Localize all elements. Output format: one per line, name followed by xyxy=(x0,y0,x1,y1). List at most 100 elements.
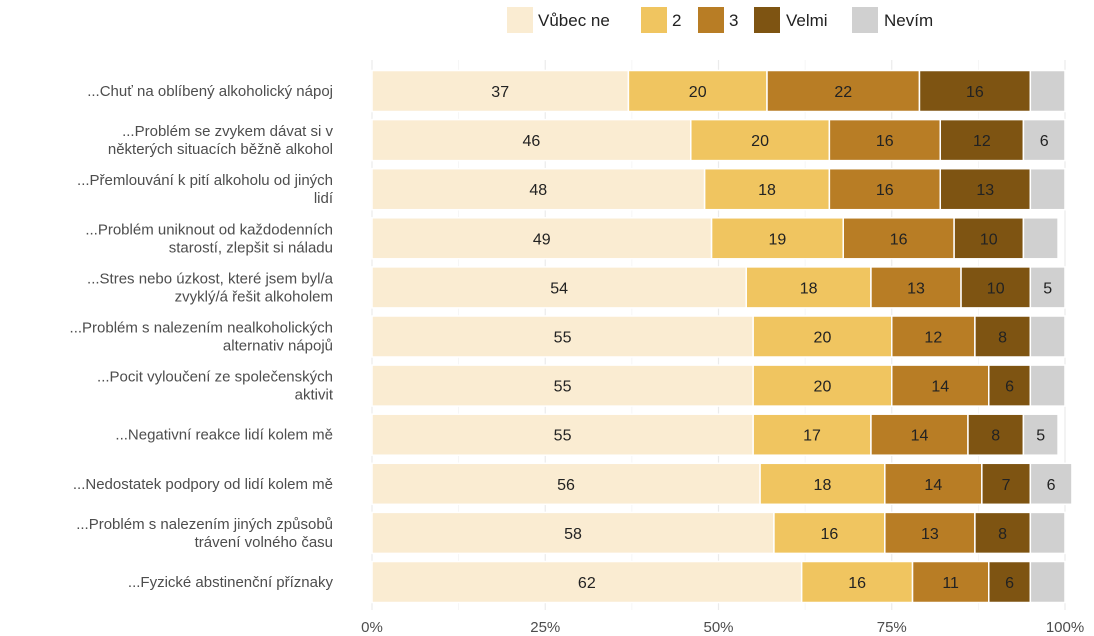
bar-segment xyxy=(960,266,1032,309)
data-label: 13 xyxy=(921,526,939,543)
bar-segment xyxy=(870,413,969,456)
data-label: 14 xyxy=(931,379,949,396)
data-label: 13 xyxy=(907,280,925,297)
bar-segment xyxy=(842,217,955,260)
category-label: ...Přemlouvání k pití alkoholu od jiných… xyxy=(77,172,334,207)
bar-segment xyxy=(371,118,692,162)
data-label: 16 xyxy=(876,133,894,150)
data-label: 18 xyxy=(758,182,776,199)
legend-swatch xyxy=(641,7,667,33)
legend-label: Vůbec ne xyxy=(538,11,610,30)
data-label: 13 xyxy=(976,182,994,199)
x-tick-label: 100% xyxy=(1046,619,1084,636)
data-label: 49 xyxy=(533,231,551,248)
bar-segment xyxy=(974,511,1032,555)
bar-segment xyxy=(745,266,872,309)
bar-segment xyxy=(1029,69,1066,113)
data-label: 14 xyxy=(911,428,929,445)
data-label: 5 xyxy=(1043,280,1052,297)
bar-segment xyxy=(752,315,893,358)
data-label: 55 xyxy=(554,330,572,347)
category-label-line: ...Stres nebo úzkost, které jsem byl/a xyxy=(87,270,334,287)
data-label: 6 xyxy=(1047,477,1056,494)
category-label-line: ...Negativní reakce lidí kolem mě xyxy=(115,427,333,444)
data-label: 16 xyxy=(876,182,894,199)
bar-segment xyxy=(710,217,844,260)
category-label-line: některých situacích běžně alkohol xyxy=(108,141,333,158)
bar-segment xyxy=(371,462,761,506)
data-label: 11 xyxy=(942,575,959,592)
bar-segment xyxy=(1022,413,1059,456)
data-label: 54 xyxy=(550,280,568,297)
data-label: 6 xyxy=(1005,379,1014,396)
data-label: 20 xyxy=(689,84,707,101)
bar-segment xyxy=(967,413,1025,456)
data-label: 48 xyxy=(529,182,547,199)
bar-segment xyxy=(1029,511,1066,555)
data-label: 16 xyxy=(820,526,838,543)
data-label: 12 xyxy=(973,133,991,150)
data-label: 6 xyxy=(1040,133,1049,150)
data-label: 17 xyxy=(803,428,821,445)
bar-segment xyxy=(752,413,872,456)
category-label: ...Negativní reakce lidí kolem mě xyxy=(115,427,333,444)
category-label-line: ...Přemlouvání k pití alkoholu od jiných xyxy=(77,172,333,189)
data-label: 6 xyxy=(1005,575,1014,592)
data-label: 62 xyxy=(578,575,596,592)
legend-label: Velmi xyxy=(786,11,828,30)
bar-segment xyxy=(1029,266,1066,309)
category-label: ...Problém se zvykem dávat si v některých… xyxy=(108,123,334,158)
data-label: 14 xyxy=(924,477,942,494)
bar-segment xyxy=(1029,315,1066,358)
legend-label: 2 xyxy=(672,11,681,30)
bar-segment xyxy=(918,69,1032,113)
bar-segment xyxy=(988,560,1032,604)
data-label: 8 xyxy=(998,526,1007,543)
category-label-line: ...Problém s nalezením nealkoholických xyxy=(70,320,333,337)
category-label-line: ...Chuť na oblíbený alkoholický nápoj xyxy=(87,83,333,100)
bar-segment xyxy=(988,364,1032,407)
category-label-line: ...Fyzické abstinenční příznaky xyxy=(128,574,334,591)
data-label: 58 xyxy=(564,526,582,543)
x-tick-label: 50% xyxy=(703,619,733,636)
bar-segment xyxy=(371,167,706,211)
bar-segment xyxy=(766,69,921,113)
legend-swatch xyxy=(754,7,780,33)
x-tick-label: 25% xyxy=(530,619,560,636)
category-label: ...Fyzické abstinenční příznaky xyxy=(128,574,334,591)
data-label: 7 xyxy=(1002,477,1011,494)
bar-segment xyxy=(1022,217,1059,260)
data-label: 16 xyxy=(848,575,866,592)
category-label: ...Problém s nalezením nealkoholických al… xyxy=(70,320,333,355)
category-label-line: trávení volného času xyxy=(195,534,333,551)
category-label-line: ...Problém se zvykem dávat si v xyxy=(122,123,333,140)
bar-segment xyxy=(800,560,914,604)
category-label: ...Stres nebo úzkost, které jsem byl/a zv… xyxy=(87,270,334,305)
category-label-line: zvyklý/á řešit alkoholem xyxy=(175,288,333,305)
bar-segment xyxy=(974,315,1032,358)
bar-segment xyxy=(371,266,747,309)
data-label: 10 xyxy=(980,231,998,248)
data-label: 55 xyxy=(554,428,572,445)
x-tick-label: 75% xyxy=(877,619,907,636)
bar-segment xyxy=(911,560,990,604)
bar-segment xyxy=(371,315,754,358)
bar-segment xyxy=(371,560,803,604)
legend-swatch xyxy=(852,7,878,33)
data-label: 8 xyxy=(991,428,1000,445)
bar-segment xyxy=(690,118,831,162)
data-label: 16 xyxy=(890,231,908,248)
category-label-line: starostí, zlepšit si náladu xyxy=(169,239,333,256)
category-label-line: ...Problém uniknout od každodenních xyxy=(85,221,333,238)
legend-swatch xyxy=(698,7,724,33)
legend-swatch xyxy=(507,7,533,33)
data-label: 10 xyxy=(987,280,1005,297)
category-label: ...Pocit vyloučení ze společenských aktiv… xyxy=(97,369,334,404)
category-label: ...Problém uniknout od každodenních staro… xyxy=(85,221,333,256)
data-label: 20 xyxy=(814,330,832,347)
data-label: 56 xyxy=(557,477,575,494)
data-label: 37 xyxy=(491,84,509,101)
bar-segment xyxy=(1022,118,1066,162)
category-label-line: alternativ nápojů xyxy=(223,338,333,355)
